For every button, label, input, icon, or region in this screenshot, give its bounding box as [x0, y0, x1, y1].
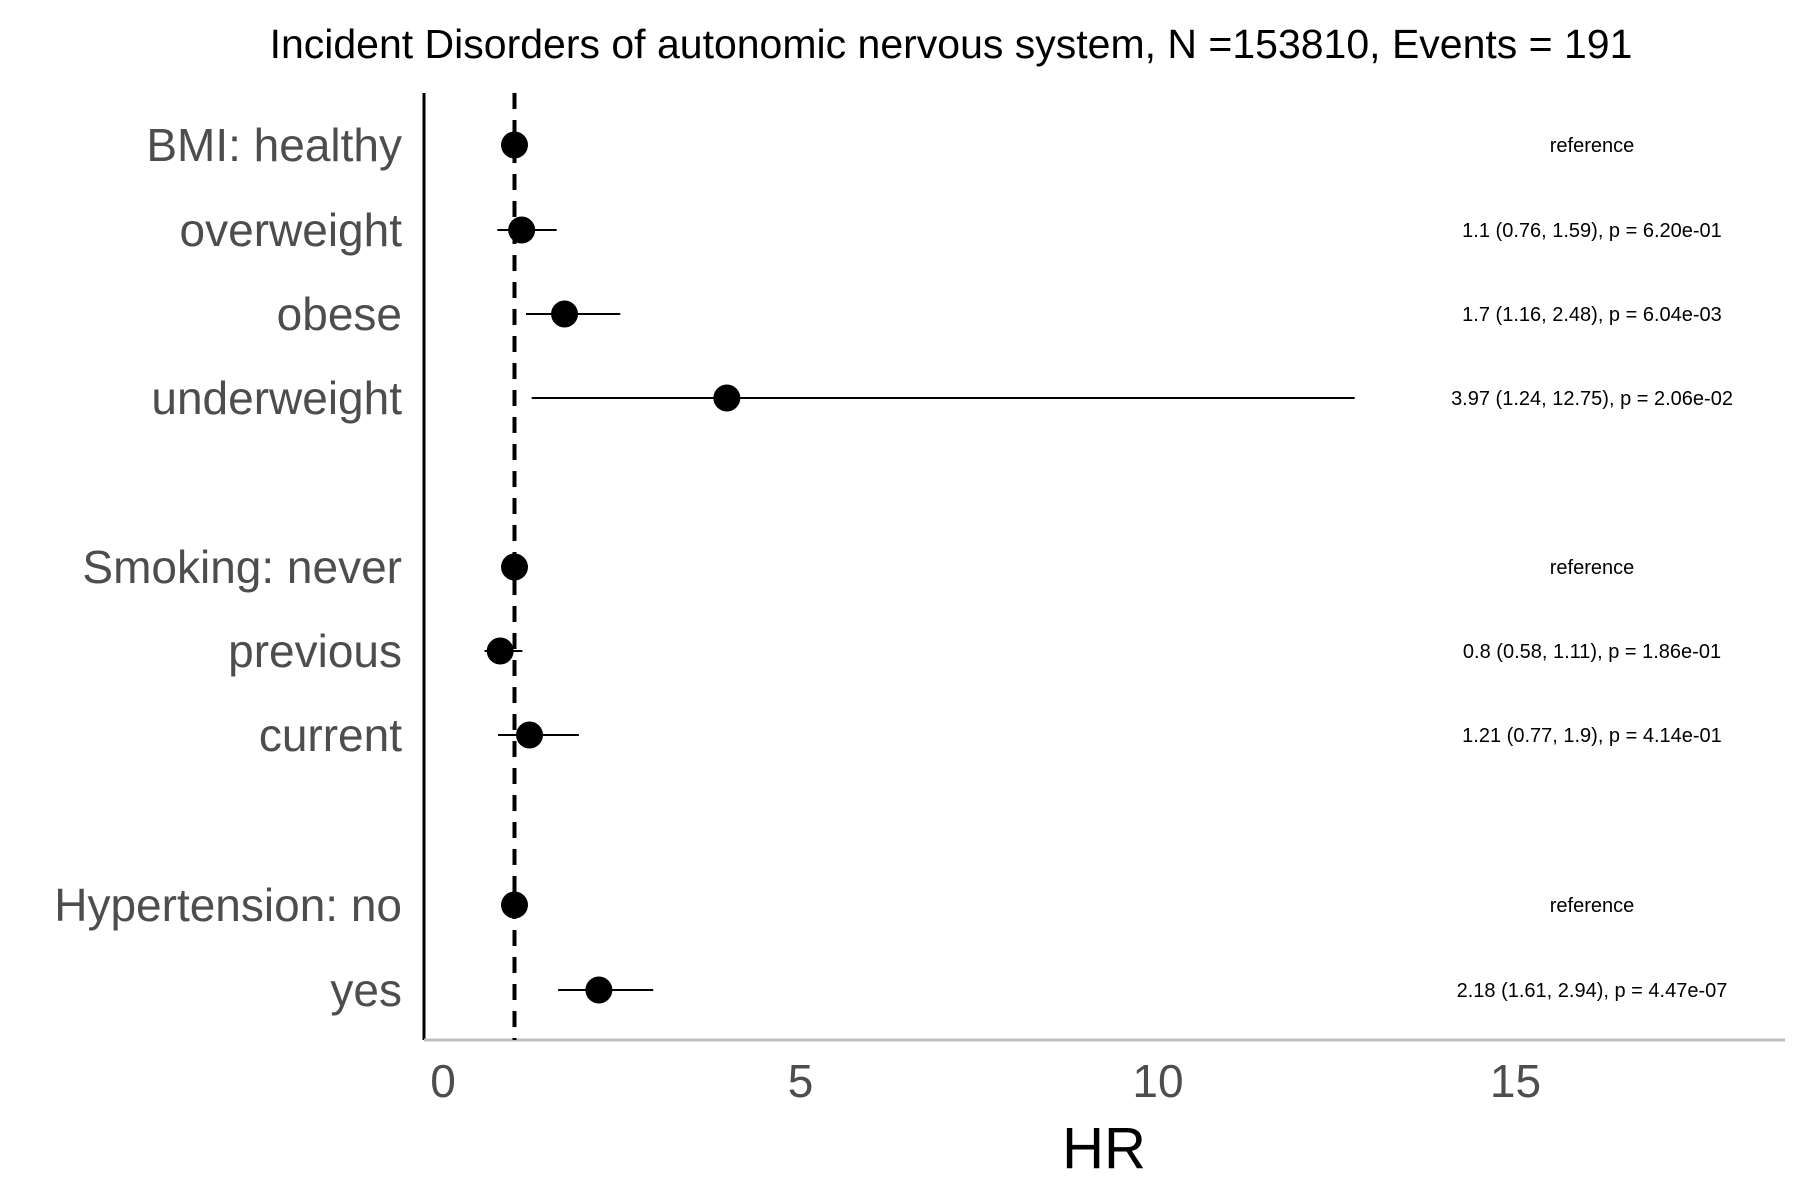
hr-annotation: 1.7 (1.16, 2.48), p = 6.04e-03	[1462, 304, 1722, 326]
hr-annotation: reference	[1550, 135, 1635, 157]
row-label: yes	[330, 964, 402, 1016]
hr-annotation: 1.21 (0.77, 1.9), p = 4.14e-01	[1462, 725, 1722, 747]
hr-annotation: 2.18 (1.61, 2.94), p = 4.47e-07	[1457, 980, 1728, 1002]
forest-row: current 1.21 (0.77, 1.9), p = 4.14e-01	[259, 709, 1722, 761]
x-tick-label: 10	[1132, 1055, 1183, 1107]
row-label: BMI: healthy	[146, 119, 402, 171]
row-label: Hypertension: no	[54, 879, 402, 931]
row-label: previous	[228, 625, 402, 677]
hr-annotation: 3.97 (1.24, 12.75), p = 2.06e-02	[1451, 388, 1733, 410]
hr-point	[501, 131, 528, 159]
x-axis-title: HR	[1062, 1116, 1146, 1181]
hr-annotation: reference	[1550, 895, 1635, 917]
forest-row: overweight 1.1 (0.76, 1.59), p = 6.20e-01	[180, 204, 1722, 256]
x-ticks: 0 5 10 15	[430, 1055, 1541, 1107]
hr-point	[585, 976, 613, 1004]
x-tick-label: 5	[788, 1055, 814, 1107]
forest-row: previous 0.8 (0.58, 1.11), p = 1.86e-01	[228, 625, 1721, 677]
hr-point	[501, 891, 528, 919]
forest-row: Hypertension: no reference	[54, 879, 1634, 931]
hr-point	[486, 637, 514, 665]
x-tick-label: 0	[430, 1055, 456, 1107]
hr-annotation: 0.8 (0.58, 1.11), p = 1.86e-01	[1463, 641, 1721, 663]
forest-row: yes 2.18 (1.61, 2.94), p = 4.47e-07	[330, 964, 1727, 1016]
row-label: overweight	[180, 204, 403, 256]
forest-row: BMI: healthy reference	[146, 119, 1634, 171]
row-label: current	[259, 709, 402, 761]
hr-point	[501, 553, 528, 581]
forest-row: Smoking: never reference	[82, 541, 1634, 593]
chart-title: Incident Disorders of autonomic nervous …	[270, 21, 1633, 67]
hr-point	[508, 216, 536, 244]
hr-point	[713, 384, 741, 412]
data-rows: BMI: healthy reference overweight 1.1 (0.76…	[54, 119, 1733, 1016]
forest-row: obese 1.7 (1.16, 2.48), p = 6.04e-03	[277, 288, 1722, 340]
row-label: underweight	[151, 372, 402, 424]
hr-point	[551, 300, 579, 328]
row-label: obese	[277, 288, 402, 340]
hr-point	[516, 721, 544, 749]
hr-annotation: reference	[1550, 557, 1635, 579]
forest-row: underweight 3.97 (1.24, 12.75), p = 2.06e…	[151, 372, 1733, 424]
row-label: Smoking: never	[82, 541, 402, 593]
hr-annotation: 1.1 (0.76, 1.59), p = 6.20e-01	[1462, 220, 1722, 242]
x-tick-label: 15	[1490, 1055, 1541, 1107]
